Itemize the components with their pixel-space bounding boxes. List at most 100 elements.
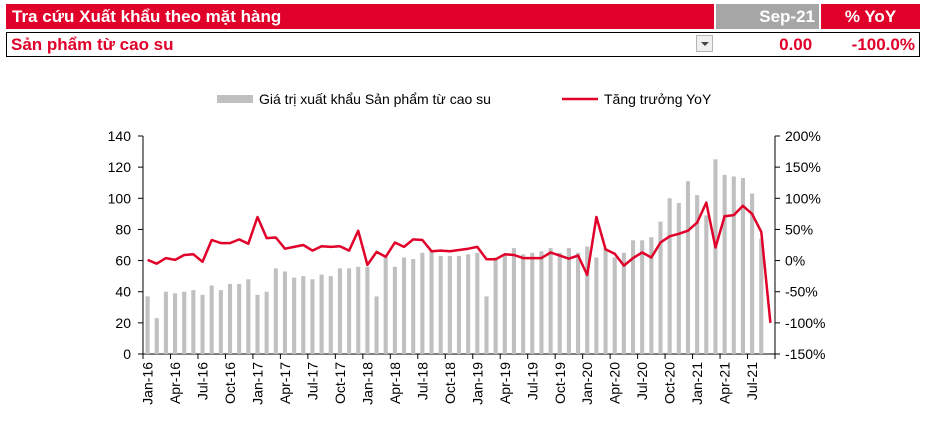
bar [685, 181, 691, 354]
bar [282, 271, 288, 354]
bar [182, 291, 187, 354]
y-left-tick-label: 80 [115, 221, 131, 237]
bar [420, 252, 425, 354]
x-tick-label: Jul-19 [524, 362, 540, 400]
x-tick-label: Jan-21 [689, 362, 705, 405]
bar [713, 159, 718, 354]
bar [667, 198, 672, 354]
x-tick-label: Apr-17 [277, 362, 293, 404]
y-right-tick-label: -150% [785, 346, 825, 362]
bar [273, 268, 278, 354]
legend-line-label: Tăng trưởng YoY [604, 91, 712, 107]
x-tick-label: Apr-16 [167, 362, 183, 404]
bar [392, 266, 397, 354]
bar-series [145, 159, 764, 354]
bar [649, 237, 654, 354]
bar [493, 257, 498, 354]
y-right-tick-label: 200% [785, 128, 821, 144]
chart-legend: Giá trị xuất khẩu Sản phẩm từ cao su Tăn… [217, 91, 712, 107]
bar [347, 268, 352, 354]
bar [172, 293, 178, 354]
x-tick-label: Jan-19 [469, 362, 485, 405]
bar [447, 255, 452, 354]
y-left-tick-label: 100 [108, 190, 132, 206]
bar [466, 254, 471, 354]
yoy-value: -100.0% [851, 35, 915, 54]
x-tick-label: Jul-20 [634, 362, 650, 400]
y-right-tick-label: 100% [785, 190, 821, 206]
bar [438, 255, 443, 354]
bar [750, 193, 755, 354]
chevron-down-icon [701, 42, 710, 46]
x-tick-label: Jul-18 [414, 362, 430, 400]
bar [475, 252, 480, 354]
bar [695, 195, 700, 354]
bar [548, 248, 553, 354]
x-tick-label: Oct-16 [222, 362, 238, 404]
x-tick-label: Jul-17 [304, 362, 320, 400]
bar [429, 251, 434, 354]
bar [539, 251, 544, 354]
bar [411, 259, 416, 354]
x-tick-label: Jan-18 [359, 362, 375, 405]
bar [227, 283, 233, 354]
bar [704, 215, 709, 354]
y-left-tick-label: 140 [108, 128, 132, 144]
y-right-tick-label: -100% [785, 315, 825, 331]
x-tick-label: Jan-16 [140, 362, 156, 405]
bar [292, 277, 297, 354]
bar [163, 291, 168, 354]
bar [337, 268, 342, 354]
y-left-tick-label: 60 [115, 253, 131, 269]
bar [676, 202, 681, 354]
bar [621, 252, 626, 354]
bar [246, 279, 251, 354]
product-select[interactable]: Sản phẩm từ cao su [7, 33, 714, 56]
bar [658, 221, 663, 354]
yoy-header: % YoY [821, 4, 920, 29]
legend-bar-swatch [217, 95, 253, 103]
x-tick-label: Apr-19 [497, 362, 513, 404]
x-tick-label: Oct-17 [332, 362, 348, 404]
bar [456, 255, 462, 354]
bar [511, 248, 517, 354]
bar [383, 257, 388, 354]
bar [630, 240, 636, 354]
bar [566, 248, 571, 354]
bar [722, 174, 727, 354]
yoy-line [147, 201, 772, 324]
bar [557, 252, 562, 354]
product-row: Sản phẩm từ cao su 0.00 -100.0% [6, 32, 920, 57]
y-right-tick-label: -50% [785, 284, 818, 300]
bar [191, 290, 196, 354]
x-tick-label: Jul-21 [744, 362, 760, 400]
dropdown-button[interactable] [696, 35, 714, 52]
bar [209, 285, 214, 354]
x-tick-label: Jan-17 [249, 362, 265, 405]
bar [255, 294, 260, 354]
bar [365, 266, 370, 354]
header-row: Tra cứu Xuất khẩu theo mặt hàng Sep-21 %… [6, 4, 920, 29]
bar [740, 178, 746, 354]
line-series [147, 201, 772, 324]
x-tick-label: Oct-18 [442, 362, 458, 404]
bar [530, 252, 535, 354]
bar [576, 252, 581, 354]
bar [356, 266, 361, 354]
y-left-tick-label: 40 [115, 284, 131, 300]
bar [145, 296, 150, 354]
y-left-tick-label: 20 [115, 315, 131, 331]
legend-bar-label: Giá trị xuất khẩu Sản phẩm từ cao su [259, 91, 491, 107]
x-tick-label: Oct-19 [552, 362, 568, 404]
y-right-tick-label: 150% [785, 159, 821, 175]
bar [218, 290, 223, 354]
y-left-tick-label: 120 [108, 159, 132, 175]
bar [301, 276, 306, 354]
bar [612, 257, 617, 354]
bar [640, 240, 645, 354]
x-tick-label: Apr-18 [387, 362, 403, 404]
bar [374, 296, 379, 354]
y-right-tick-label: 50% [785, 221, 813, 237]
x-tick-label: Apr-21 [717, 362, 733, 404]
